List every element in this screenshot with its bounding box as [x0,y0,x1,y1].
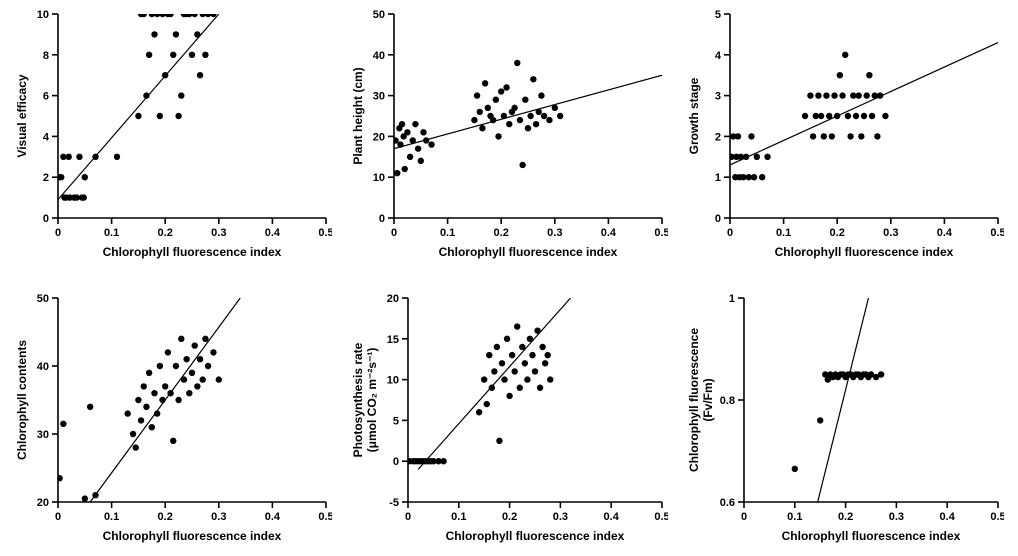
svg-text:3: 3 [715,91,721,103]
svg-text:20: 20 [387,293,399,305]
chart-photosynthesis_rate: 0 0.1 0.2 0.3 0.4 0.5 -5 0 5 10 15 20 Chlorophyll fl… [350,292,668,548]
svg-text:0.3: 0.3 [889,511,904,523]
svg-text:0.5: 0.5 [654,511,668,523]
svg-text:0.8: 0.8 [720,395,735,407]
svg-text:6: 6 [43,91,49,103]
svg-text:2: 2 [43,172,49,184]
panel-chlorophyll-contents: 0 0.1 0.2 0.3 0.4 0.5 20 30 40 50 Chlorophyll fluo… [14,292,332,548]
svg-text:0.1: 0.1 [104,511,119,523]
svg-text:0.2: 0.2 [158,511,173,523]
svg-text:0.1: 0.1 [440,227,455,239]
svg-text:0: 0 [741,511,747,523]
svg-text:0.5: 0.5 [990,511,1004,523]
x-axis-label: Chlorophyll fluorescence index [103,529,282,543]
y-axis-label: Growth stage [687,77,701,154]
x-axis-label: Chlorophyll fluorescence index [446,529,625,543]
svg-text:0: 0 [43,213,49,225]
x-axis-label: Chlorophyll fluorescence index [103,245,282,259]
chart-growth_stage: 0 0.1 0.2 0.3 0.4 0.5 0 1 2 3 4 5 Chlorophyll fluore… [686,8,1004,264]
svg-text:0.4: 0.4 [265,511,281,523]
svg-text:0: 0 [55,511,61,523]
svg-text:0.3: 0.3 [553,511,568,523]
svg-text:0.1: 0.1 [776,227,791,239]
svg-text:5: 5 [715,9,721,21]
svg-text:0.5: 0.5 [990,227,1004,239]
y-axis-label: Plant height (cm) [351,67,365,164]
svg-text:10: 10 [37,9,49,21]
svg-text:0.1: 0.1 [451,511,466,523]
svg-text:0.3: 0.3 [211,227,226,239]
chart-plant_height: 0 0.1 0.2 0.3 0.4 0.5 0 10 20 30 40 50 Chlorophyll f… [350,8,668,264]
panel-plant-height: 0 0.1 0.2 0.3 0.4 0.5 0 10 20 30 40 50 Chlorophyll f… [350,8,668,264]
svg-text:0: 0 [379,213,385,225]
chart-grid: 00.10.20.30.40.50246810Chlorophyll fluor… [0,0,1018,556]
svg-text:0.5: 0.5 [654,227,668,239]
y-axis-label-2: (Fv/Fm) [701,378,715,421]
svg-text:20: 20 [373,131,385,143]
svg-text:10: 10 [387,375,399,387]
svg-text:0.3: 0.3 [883,227,898,239]
svg-text:15: 15 [387,334,399,346]
svg-text:0: 0 [405,511,411,523]
svg-text:0: 0 [727,227,733,239]
y-axis-label: Visual efficacy [15,74,29,157]
y-axis-label-2: (μmol CO₂ m⁻²s⁻¹) [365,348,379,453]
svg-text:0.2: 0.2 [158,227,173,239]
y-axis-label: Chlorophyll fluorescence [687,328,701,472]
svg-text:5: 5 [393,415,399,427]
svg-text:0.5: 0.5 [318,227,332,239]
svg-text:0: 0 [55,227,61,239]
svg-text:-5: -5 [389,497,399,509]
svg-text:4: 4 [715,50,722,62]
chart-visual_efficacy: 0 0.1 0.2 0.3 0.4 0.5 0 2 4 6 8 10 Chlorophyll fluor… [14,8,332,264]
chart-chlorophyll_fluorescence: 0 0.1 0.2 0.3 0.4 0.5 0.6 0.8 1 Chlorophyll fluor… [686,292,1004,548]
svg-text:0.3: 0.3 [211,511,226,523]
y-axis-label: Chlorophyll contents [15,340,29,460]
x-axis-label: Chlorophyll fluorescence index [782,529,961,543]
svg-text:0.2: 0.2 [502,511,517,523]
panel-chlorophyll-fluorescence: 0 0.1 0.2 0.3 0.4 0.5 0.6 0.8 1 Chlorophyll fluor… [686,292,1004,548]
panel-growth-stage: 0 0.1 0.2 0.3 0.4 0.5 0 1 2 3 4 5 Chlorophyll fluore… [686,8,1004,264]
chart-chlorophyll_contents: 0 0.1 0.2 0.3 0.4 0.5 20 30 40 50 Chlorophyll fluo… [14,292,332,548]
svg-text:40: 40 [37,361,49,373]
svg-text:0.5: 0.5 [318,511,332,523]
svg-text:0.3: 0.3 [547,227,562,239]
y-axis-label: Photosynthesis rate [351,342,365,457]
svg-text:1: 1 [729,293,735,305]
svg-text:0.1: 0.1 [104,227,119,239]
svg-text:50: 50 [37,293,49,305]
svg-text:0: 0 [393,456,399,468]
svg-text:0.4: 0.4 [940,511,956,523]
svg-text:2: 2 [715,131,721,143]
svg-text:4: 4 [43,131,50,143]
svg-text:0.4: 0.4 [937,227,953,239]
svg-text:0.2: 0.2 [838,511,853,523]
svg-text:30: 30 [37,429,49,441]
svg-text:0.4: 0.4 [601,227,617,239]
svg-text:50: 50 [373,9,385,21]
svg-text:20: 20 [37,497,49,509]
x-axis-label: Chlorophyll fluorescence index [775,245,954,259]
svg-text:40: 40 [373,50,385,62]
svg-text:30: 30 [373,91,385,103]
svg-text:0.2: 0.2 [830,227,845,239]
x-axis-label: Chlorophyll fluorescence index [439,245,618,259]
panel-visual-efficacy: 0 0.1 0.2 0.3 0.4 0.5 0 2 4 6 8 10 Chlorophyll fluor… [14,8,332,264]
svg-text:0: 0 [715,213,721,225]
svg-text:0.2: 0.2 [494,227,509,239]
svg-text:0.6: 0.6 [720,497,735,509]
svg-text:10: 10 [373,172,385,184]
svg-text:0.4: 0.4 [604,511,620,523]
svg-text:0.1: 0.1 [787,511,802,523]
panel-photosynthesis-rate: 0 0.1 0.2 0.3 0.4 0.5 -5 0 5 10 15 20 Chlorophyll fl… [350,292,668,548]
svg-text:1: 1 [715,172,721,184]
svg-text:0: 0 [391,227,397,239]
svg-text:8: 8 [43,50,49,62]
svg-text:0.4: 0.4 [265,227,281,239]
